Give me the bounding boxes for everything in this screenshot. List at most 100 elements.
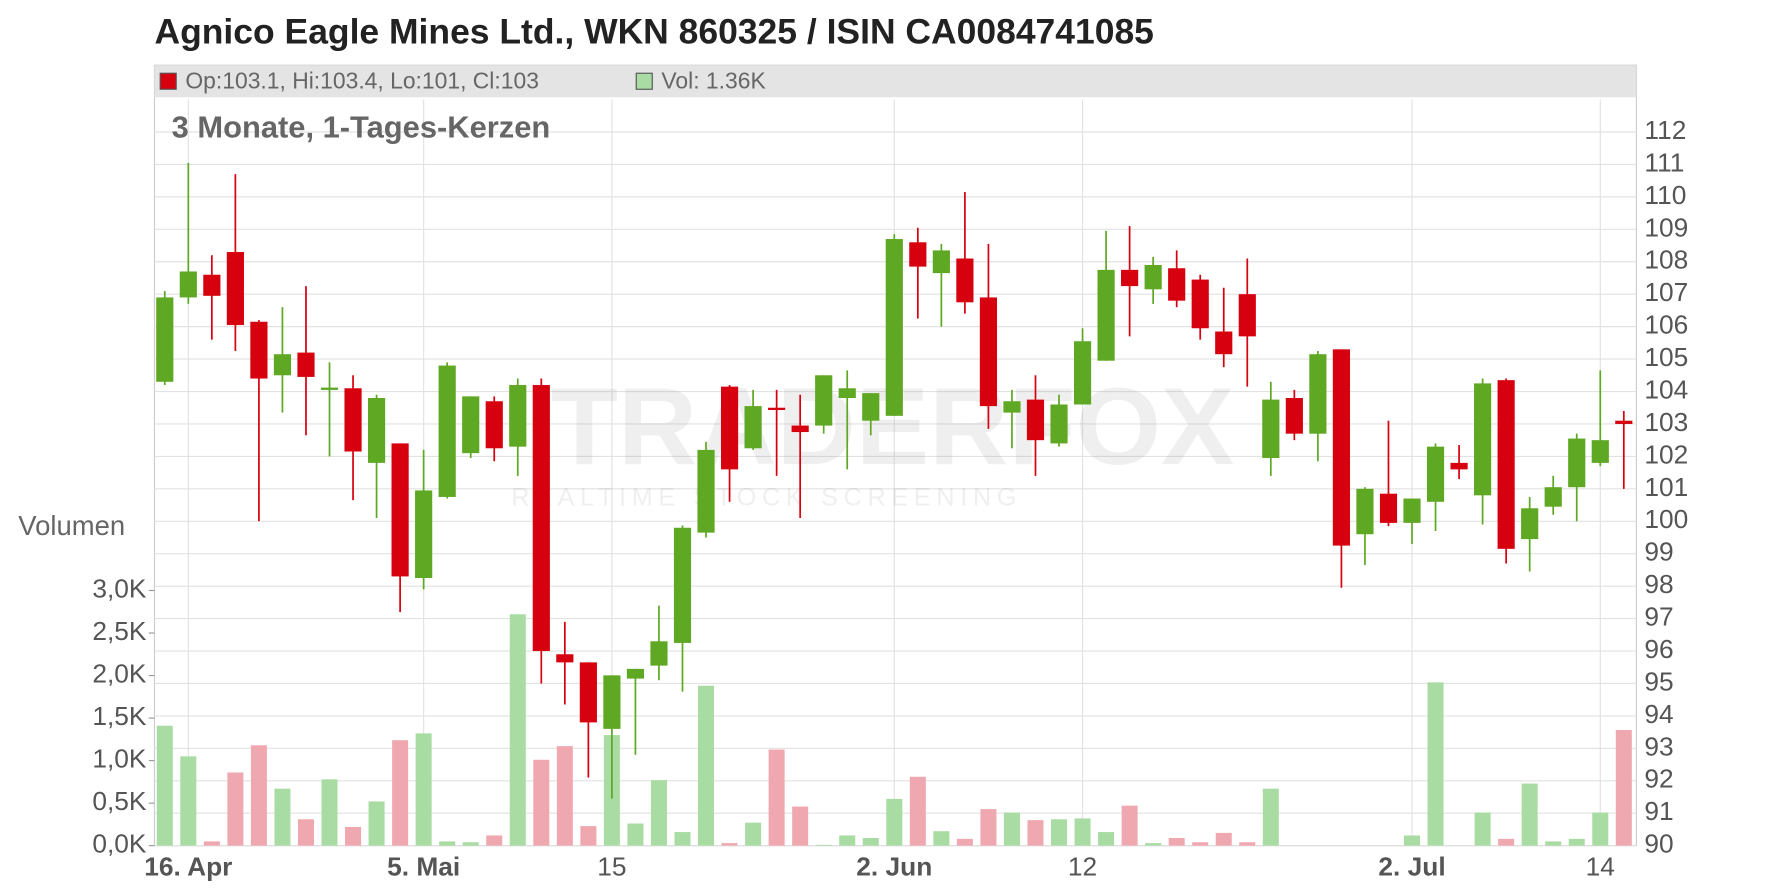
candle-body xyxy=(1497,380,1515,549)
volume-bar xyxy=(415,733,432,846)
y-tick-label: 96 xyxy=(1644,634,1673,664)
volume-bar xyxy=(509,614,526,846)
candle-body xyxy=(697,449,715,533)
candle-body xyxy=(909,242,927,267)
candle-body xyxy=(1591,440,1609,463)
volume-bar xyxy=(1498,838,1515,846)
volume-bar xyxy=(980,809,997,846)
volume-bar xyxy=(1145,843,1162,846)
subtitle: 3 Monate, 1-Tages-Kerzen xyxy=(172,109,551,144)
candle-body xyxy=(673,527,692,643)
y-tick-label: 110 xyxy=(1644,180,1686,210)
x-tick-label: 2. Jul xyxy=(1378,851,1445,881)
candle-body xyxy=(226,252,244,326)
candle-body xyxy=(1097,269,1115,361)
y-tick-label: 97 xyxy=(1644,602,1673,632)
candle-body xyxy=(391,443,409,577)
candle-body xyxy=(1121,269,1139,287)
candle-body xyxy=(956,258,974,303)
y-tick-label: 95 xyxy=(1644,666,1673,696)
candle-body xyxy=(1403,498,1421,523)
volume-bar xyxy=(156,725,173,846)
volume-bar xyxy=(1051,819,1068,846)
candle-body xyxy=(1026,399,1045,441)
volume-bar xyxy=(886,798,903,846)
volume-bar xyxy=(815,844,832,846)
volume-bar xyxy=(297,819,314,846)
volume-bar xyxy=(1545,841,1562,846)
volume-bar xyxy=(580,826,597,846)
candle-body xyxy=(156,297,174,382)
x-tick-label: 2. Jun xyxy=(856,851,932,881)
y-tick-label: 104 xyxy=(1644,374,1688,404)
candle-body xyxy=(1356,488,1374,535)
candle-body xyxy=(1262,399,1280,459)
x-tick-label: 15 xyxy=(597,851,626,881)
volume-bar xyxy=(556,746,573,846)
candle-body xyxy=(1521,508,1539,540)
y2-tick-label: 2,0K xyxy=(92,658,147,688)
volume-bar xyxy=(1262,788,1279,846)
volume-bar xyxy=(180,756,197,846)
volume-bar xyxy=(1592,812,1609,846)
candle-body xyxy=(744,406,762,449)
legend-swatch xyxy=(159,72,177,90)
candle-body xyxy=(768,407,786,411)
candle-body xyxy=(179,271,197,298)
y-tick-label: 98 xyxy=(1644,569,1673,599)
y2-tick-label: 0,0K xyxy=(92,829,147,859)
candle-body xyxy=(1191,279,1209,329)
volume-bar xyxy=(1427,682,1444,846)
y2-tick-label: 0,5K xyxy=(92,786,147,816)
candle-body xyxy=(720,386,739,470)
x-tick-label: 12 xyxy=(1068,851,1097,881)
chart-title: Agnico Eagle Mines Ltd., WKN 860325 / IS… xyxy=(154,12,1153,52)
candles xyxy=(156,162,1633,799)
candle-body xyxy=(1544,487,1562,507)
legend-bar xyxy=(154,65,1637,98)
volume-bar xyxy=(674,832,691,846)
candle-body xyxy=(1215,331,1233,355)
candle-body xyxy=(1050,404,1068,444)
volume-bar xyxy=(392,740,409,846)
volume-bar xyxy=(745,822,762,846)
volume-bar xyxy=(956,838,973,846)
candle-body xyxy=(344,388,362,452)
candle-body xyxy=(1426,446,1445,502)
candle-body xyxy=(1332,349,1350,546)
candle-body xyxy=(1003,401,1021,413)
x-tick-label: 14 xyxy=(1586,851,1615,881)
volume-bar xyxy=(1192,842,1209,846)
y-tick-label: 100 xyxy=(1644,504,1688,534)
candle-body xyxy=(462,396,480,454)
candle-body xyxy=(862,393,880,421)
axes: 9091929394959697989910010110210310410510… xyxy=(92,115,1688,882)
candle-body xyxy=(273,354,292,376)
volume-bar xyxy=(368,801,385,846)
y-tick-label: 91 xyxy=(1644,796,1673,826)
volume-bar xyxy=(321,779,338,846)
y-tick-label: 106 xyxy=(1644,310,1688,340)
y-tick-label: 111 xyxy=(1644,147,1684,177)
y-tick-label: 109 xyxy=(1644,212,1688,242)
candle-body xyxy=(979,297,998,407)
candle-body xyxy=(250,321,268,379)
volume-bar xyxy=(1215,832,1232,846)
volume-bar xyxy=(1168,838,1185,846)
volume-bar xyxy=(768,749,785,846)
candle-body xyxy=(885,239,903,416)
volume-bar xyxy=(1027,820,1044,846)
volume-bar xyxy=(721,843,738,846)
volume-bars xyxy=(156,614,1632,846)
candle-body xyxy=(532,385,550,652)
volume-bar xyxy=(933,831,950,846)
y2-tick-label: 3,0K xyxy=(92,573,147,603)
candle-body xyxy=(1168,268,1186,301)
volume-bar xyxy=(1003,812,1020,846)
volume-bar xyxy=(345,826,362,846)
y2-tick-label: 2,5K xyxy=(92,616,147,646)
volume-bar xyxy=(439,841,456,846)
candle-body xyxy=(438,365,456,497)
volume-bar xyxy=(203,841,220,846)
